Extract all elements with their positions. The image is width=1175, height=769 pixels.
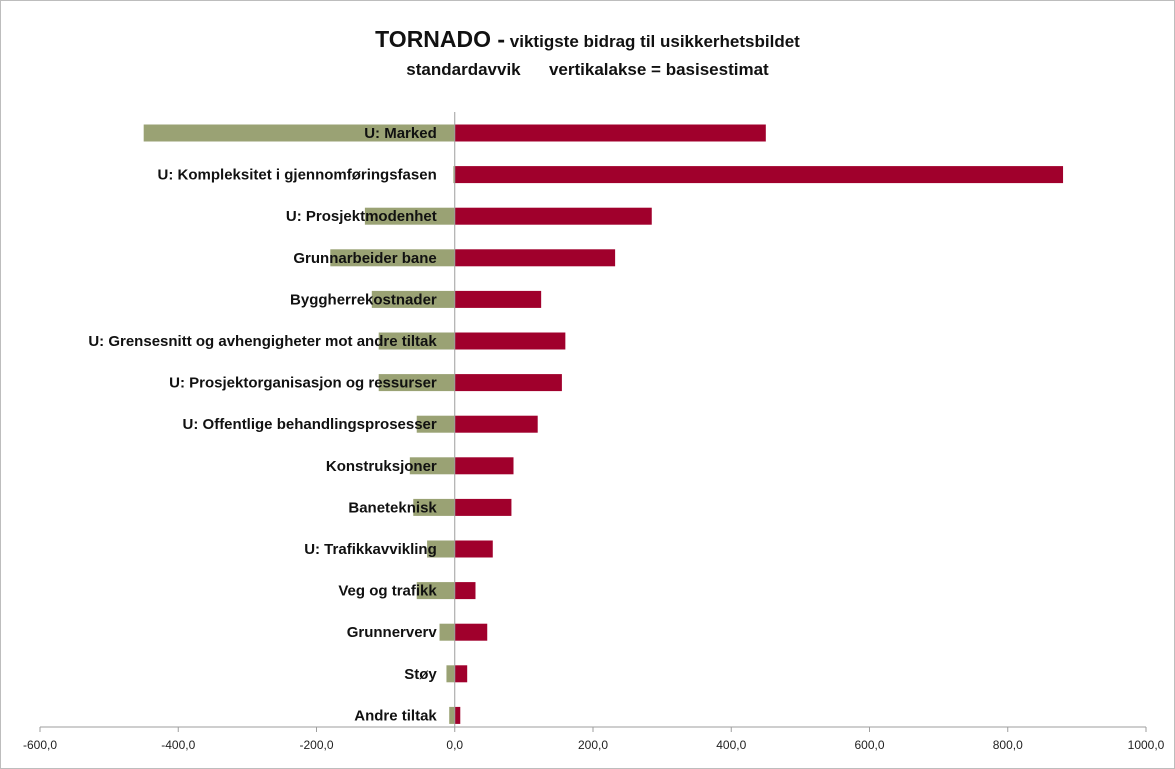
- x-tick-label: 200,0: [578, 738, 608, 752]
- x-tick-label: 400,0: [716, 738, 746, 752]
- negative-bar: [453, 166, 455, 184]
- x-tick-label: -400,0: [161, 738, 195, 752]
- positive-bar: [454, 290, 542, 308]
- category-label: U: Trafikkavvikling: [304, 541, 437, 558]
- positive-bar: [454, 124, 766, 142]
- positive-bar: [454, 374, 562, 392]
- category-label: U: Marked: [364, 125, 437, 142]
- x-tick-label: 1000,0: [1128, 738, 1165, 752]
- chart-title: TORNADO - viktigste bidrag til usikkerhe…: [0, 26, 1175, 53]
- negative-bar: [409, 457, 455, 475]
- category-label: Byggherrekostnader: [290, 291, 437, 308]
- category-label: U: Kompleksitet i gjennomføringsfasen: [158, 167, 437, 184]
- negative-bar: [364, 207, 455, 225]
- negative-bar: [446, 665, 455, 683]
- positive-bar: [454, 166, 1064, 184]
- category-label: Grunnerverv: [347, 624, 438, 641]
- negative-bar: [378, 374, 455, 392]
- negative-bar: [449, 706, 455, 724]
- x-tick-label: 600,0: [854, 738, 884, 752]
- positive-bar: [454, 249, 616, 267]
- positive-bar: [454, 207, 652, 225]
- positive-bar: [454, 498, 512, 516]
- chart-title-rest: viktigste bidrag til usikkerhetsbildet: [505, 32, 800, 51]
- category-label: U: Offentlige behandlingsprosesser: [183, 416, 437, 433]
- positive-bar: [454, 415, 538, 433]
- negative-bar: [143, 124, 455, 142]
- category-label: Baneteknisk: [348, 499, 437, 516]
- x-tick-label: 0,0: [446, 738, 463, 752]
- negative-bar: [416, 582, 455, 600]
- negative-bar: [371, 290, 455, 308]
- positive-bar: [454, 582, 476, 600]
- positive-bar: [454, 665, 468, 683]
- positive-bar: [454, 457, 514, 475]
- x-tick-label: -200,0: [299, 738, 333, 752]
- category-label: Veg og trafikk: [338, 583, 437, 600]
- category-label: U: Prosjektmodenhet: [286, 208, 437, 225]
- category-label: U: Grensesnitt og avhengigheter mot andr…: [88, 333, 437, 350]
- positive-bar: [454, 706, 461, 724]
- negative-bar: [413, 498, 455, 516]
- x-tick-label: -600,0: [23, 738, 57, 752]
- negative-bar: [378, 332, 455, 350]
- category-label: Konstruksjoner: [326, 458, 437, 475]
- negative-bar: [439, 623, 455, 641]
- positive-bar: [454, 623, 488, 641]
- positive-bar: [454, 332, 566, 350]
- chart-subtitle: standardavvik vertikalakse = basisestima…: [406, 60, 769, 79]
- negative-bar: [416, 415, 455, 433]
- category-label: U: Prosjektorganisasjon og ressurser: [169, 375, 437, 392]
- category-label: Grunnarbeider bane: [293, 250, 436, 267]
- negative-bar: [427, 540, 455, 558]
- category-label: Andre tiltak: [354, 707, 437, 724]
- negative-bar: [330, 249, 455, 267]
- category-label: Støy: [404, 666, 437, 683]
- positive-bar: [454, 540, 493, 558]
- x-tick-label: 800,0: [993, 738, 1023, 752]
- chart-title-main: TORNADO -: [375, 26, 506, 52]
